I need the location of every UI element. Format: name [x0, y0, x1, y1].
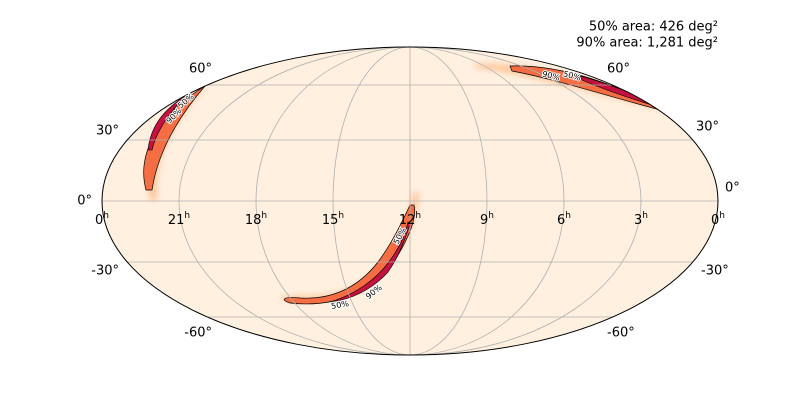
- dec-label: 30°: [696, 120, 719, 135]
- ra-hours: 3: [634, 213, 642, 228]
- ra-unit: h: [184, 211, 190, 221]
- dec-label: -60°: [607, 326, 635, 341]
- ra-unit: h: [103, 211, 109, 221]
- ra-label: 3h: [634, 211, 648, 228]
- ra-label: 12h: [399, 211, 421, 228]
- ra-label: 0h: [711, 211, 725, 228]
- ra-label: 15h: [322, 211, 344, 228]
- dec-label: -30°: [91, 264, 119, 279]
- ra-hours: 0: [95, 213, 103, 228]
- ra-unit: h: [488, 211, 494, 221]
- ra-hours: 6: [557, 213, 565, 228]
- contour-label: 50%: [330, 299, 349, 311]
- probability-regions: [143, 63, 670, 305]
- dec-label: 60°: [607, 62, 630, 77]
- ra-unit: h: [415, 211, 421, 221]
- dec-label: 0°: [77, 194, 92, 209]
- ra-unit: h: [719, 211, 725, 221]
- ra-hours: 12: [399, 213, 416, 228]
- ra-unit: h: [642, 211, 648, 221]
- dec-label: 60°: [189, 62, 212, 77]
- dec-label: 30°: [96, 124, 119, 139]
- dec-label: -60°: [184, 326, 212, 341]
- ra-label: 6h: [557, 211, 571, 228]
- ra-label: 0h: [95, 211, 109, 228]
- ra-hours: 21: [168, 213, 185, 228]
- ra-hours: 15: [322, 213, 339, 228]
- ra-hours: 18: [245, 213, 262, 228]
- dec-label: -30°: [701, 264, 729, 279]
- ra-unit: h: [565, 211, 571, 221]
- area-annotation: 50% area: 426 deg²: [589, 20, 718, 35]
- ra-hours: 9: [480, 213, 488, 228]
- ra-unit: h: [261, 211, 267, 221]
- ra-hours: 0: [711, 213, 719, 228]
- ra-label: 21h: [168, 211, 190, 228]
- ra-labels: 0h 21h 18h 15h 12h 9h 6h 3h 0h: [95, 211, 725, 228]
- ra-label: 9h: [480, 211, 494, 228]
- sky-outline: [101, 46, 719, 356]
- halo: [475, 63, 670, 112]
- dec-label: 0°: [725, 181, 740, 196]
- ra-label: 18h: [245, 211, 267, 228]
- ra-unit: h: [338, 211, 344, 221]
- graticule: [102, 47, 718, 355]
- area-annotation: 90% area: 1,281 deg²: [576, 36, 718, 51]
